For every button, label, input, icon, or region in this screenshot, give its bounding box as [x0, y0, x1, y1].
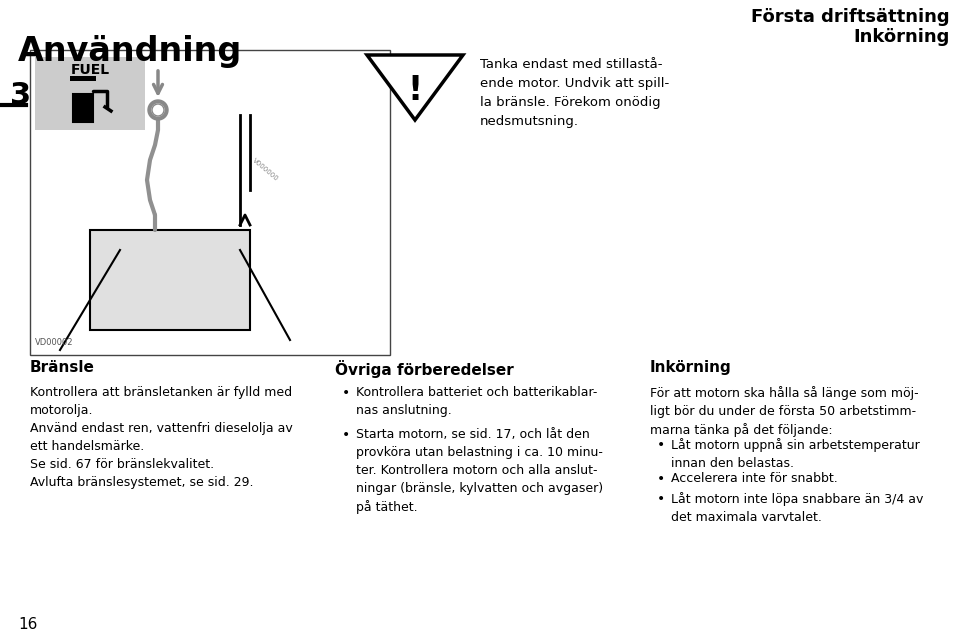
Polygon shape [367, 55, 463, 120]
Text: •: • [657, 438, 665, 452]
Text: Låt motorn uppnå sin arbetstemperatur
innan den belastas.: Låt motorn uppnå sin arbetstemperatur in… [671, 438, 920, 470]
Text: Kontrollera att bränsletanken är fylld med
motorolja.
Använd endast ren, vattenf: Kontrollera att bränsletanken är fylld m… [30, 386, 293, 489]
Text: Låt motorn inte löpa snabbare än 3/4 av
det maximala varvtalet.: Låt motorn inte löpa snabbare än 3/4 av … [671, 492, 924, 524]
Text: Tanka endast med stillastå-
ende motor. Undvik att spill-
la bränsle. Förekom on: Tanka endast med stillastå- ende motor. … [480, 58, 669, 128]
Text: Starta motorn, se sid. 17, och låt den
provköra utan belastning i ca. 10 minu-
t: Starta motorn, se sid. 17, och låt den p… [356, 428, 603, 515]
Text: FUEL: FUEL [70, 63, 109, 77]
Text: 16: 16 [18, 617, 37, 632]
Text: VD00002: VD00002 [35, 338, 74, 347]
Text: Inkörning: Inkörning [650, 360, 732, 375]
Text: Användning: Användning [18, 35, 242, 68]
Text: Kontrollera batteriet och batterikablar-
nas anslutning.: Kontrollera batteriet och batterikablar-… [356, 386, 597, 417]
Bar [35, 57, 145, 130]
Text: •: • [342, 386, 350, 400]
Bar [73, 94, 93, 122]
Circle shape [152, 104, 164, 116]
Text: Inkörning: Inkörning [853, 28, 950, 46]
Text: Första driftsättning: Första driftsättning [752, 8, 950, 26]
Text: Övriga förberedelser: Övriga förberedelser [335, 360, 514, 378]
Text: För att motorn ska hålla så länge som möj-
ligt bör du under de första 50 arbets: För att motorn ska hålla så länge som mö… [650, 386, 919, 437]
Bar [30, 50, 390, 355]
Text: •: • [657, 492, 665, 506]
Text: V000000: V000000 [251, 157, 279, 182]
Bar [90, 230, 250, 330]
Text: 3: 3 [10, 81, 31, 109]
Text: •: • [342, 428, 350, 442]
Text: Bränsle: Bränsle [30, 360, 95, 375]
Text: !: ! [407, 74, 422, 108]
Circle shape [148, 100, 168, 120]
Text: •: • [657, 472, 665, 486]
Bar [70, 76, 96, 81]
Text: Accelerera inte för snabbt.: Accelerera inte för snabbt. [671, 472, 838, 485]
